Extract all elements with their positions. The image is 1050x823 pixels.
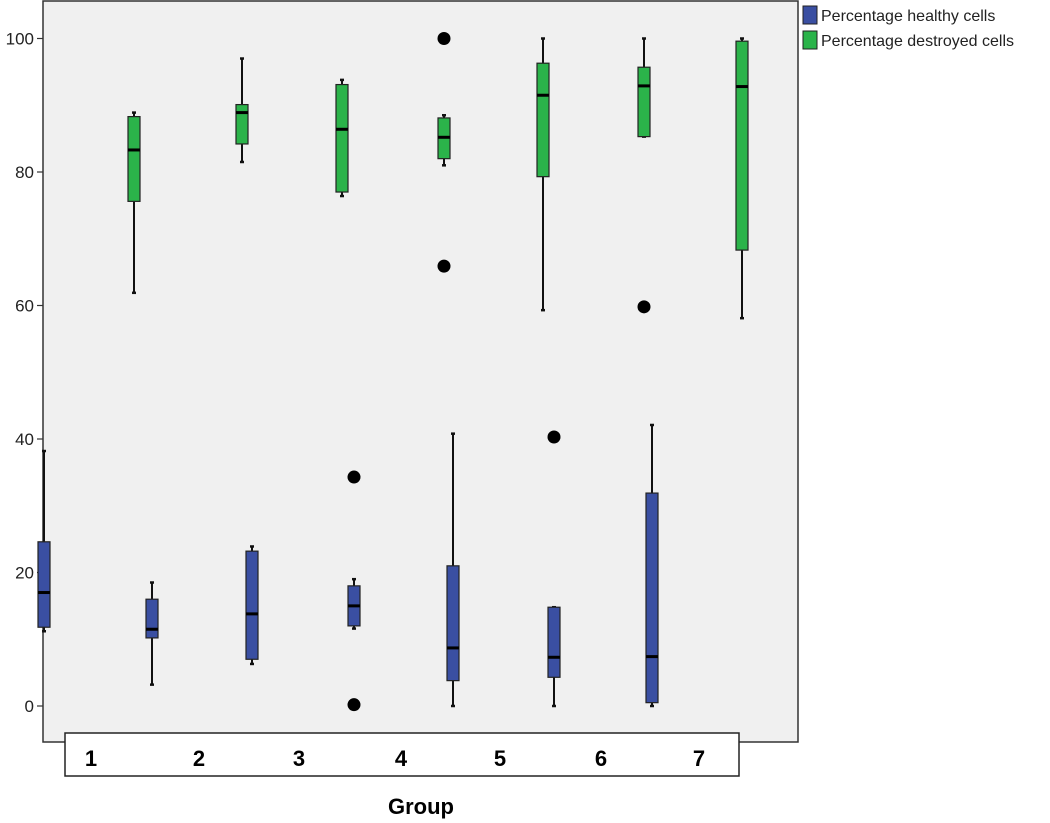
y-tick-label: 20 xyxy=(15,564,34,583)
x-axis-title: Group xyxy=(388,794,454,819)
outlier-point xyxy=(347,470,361,484)
outlier-point xyxy=(637,300,651,314)
iqr-box xyxy=(547,606,561,678)
box-healthy-group-3 xyxy=(245,545,259,666)
y-tick-label: 60 xyxy=(15,297,34,316)
y-tick-label: 0 xyxy=(25,697,34,716)
legend-label: Percentage destroyed cells xyxy=(821,33,1014,50)
iqr-box xyxy=(145,598,159,639)
category-label-box xyxy=(64,732,740,777)
iqr-box xyxy=(645,492,659,704)
plot-area xyxy=(42,0,799,743)
iqr-box xyxy=(536,62,550,178)
box-destroyed-group-1 xyxy=(127,111,141,295)
legend-label: Percentage healthy cells xyxy=(821,8,995,25)
box-destroyed-group-7 xyxy=(735,37,749,320)
outlier-point xyxy=(437,32,451,45)
box-destroyed-group-6 xyxy=(637,37,651,314)
iqr-box xyxy=(735,40,749,251)
y-tick-label: 80 xyxy=(15,163,34,182)
x-axis-category-labels: 1 2 3 4 5 6 7 xyxy=(85,746,705,771)
iqr-box xyxy=(446,565,460,682)
iqr-box xyxy=(235,103,249,145)
x-category-label: 4 xyxy=(395,746,408,771)
legend-swatch xyxy=(802,30,818,50)
box-destroyed-group-5 xyxy=(536,37,550,312)
x-category-label: 6 xyxy=(595,746,607,771)
iqr-box xyxy=(127,115,141,202)
outlier-point xyxy=(437,259,451,273)
box-healthy-group-2 xyxy=(145,581,159,686)
x-category-label: 2 xyxy=(193,746,205,771)
y-tick-label: 40 xyxy=(15,430,34,449)
iqr-box xyxy=(37,541,51,628)
y-axis: 0 20 40 60 80 100 xyxy=(6,30,43,716)
box-destroyed-group-4 xyxy=(437,32,451,273)
iqr-box xyxy=(335,83,349,193)
iqr-box xyxy=(637,66,651,138)
x-category-label: 5 xyxy=(494,746,506,771)
x-category-label: 3 xyxy=(293,746,305,771)
box-healthy-group-7 xyxy=(645,423,659,708)
outlier-point xyxy=(347,698,361,712)
box-series xyxy=(37,32,749,712)
x-category-label: 7 xyxy=(693,746,705,771)
y-tick-label: 100 xyxy=(6,30,34,49)
iqr-box xyxy=(245,550,259,660)
outlier-point xyxy=(547,430,561,444)
box-healthy-group-1 xyxy=(37,449,51,633)
x-category-label: 1 xyxy=(85,746,97,771)
box-destroyed-group-2 xyxy=(235,57,249,164)
box-healthy-group-6 xyxy=(547,430,561,708)
box-destroyed-group-3 xyxy=(335,78,349,198)
box-healthy-group-5 xyxy=(446,432,460,708)
legend: Percentage healthy cells Percentage destr… xyxy=(802,5,1014,50)
legend-swatch xyxy=(802,5,818,25)
box-healthy-group-4 xyxy=(347,470,361,712)
